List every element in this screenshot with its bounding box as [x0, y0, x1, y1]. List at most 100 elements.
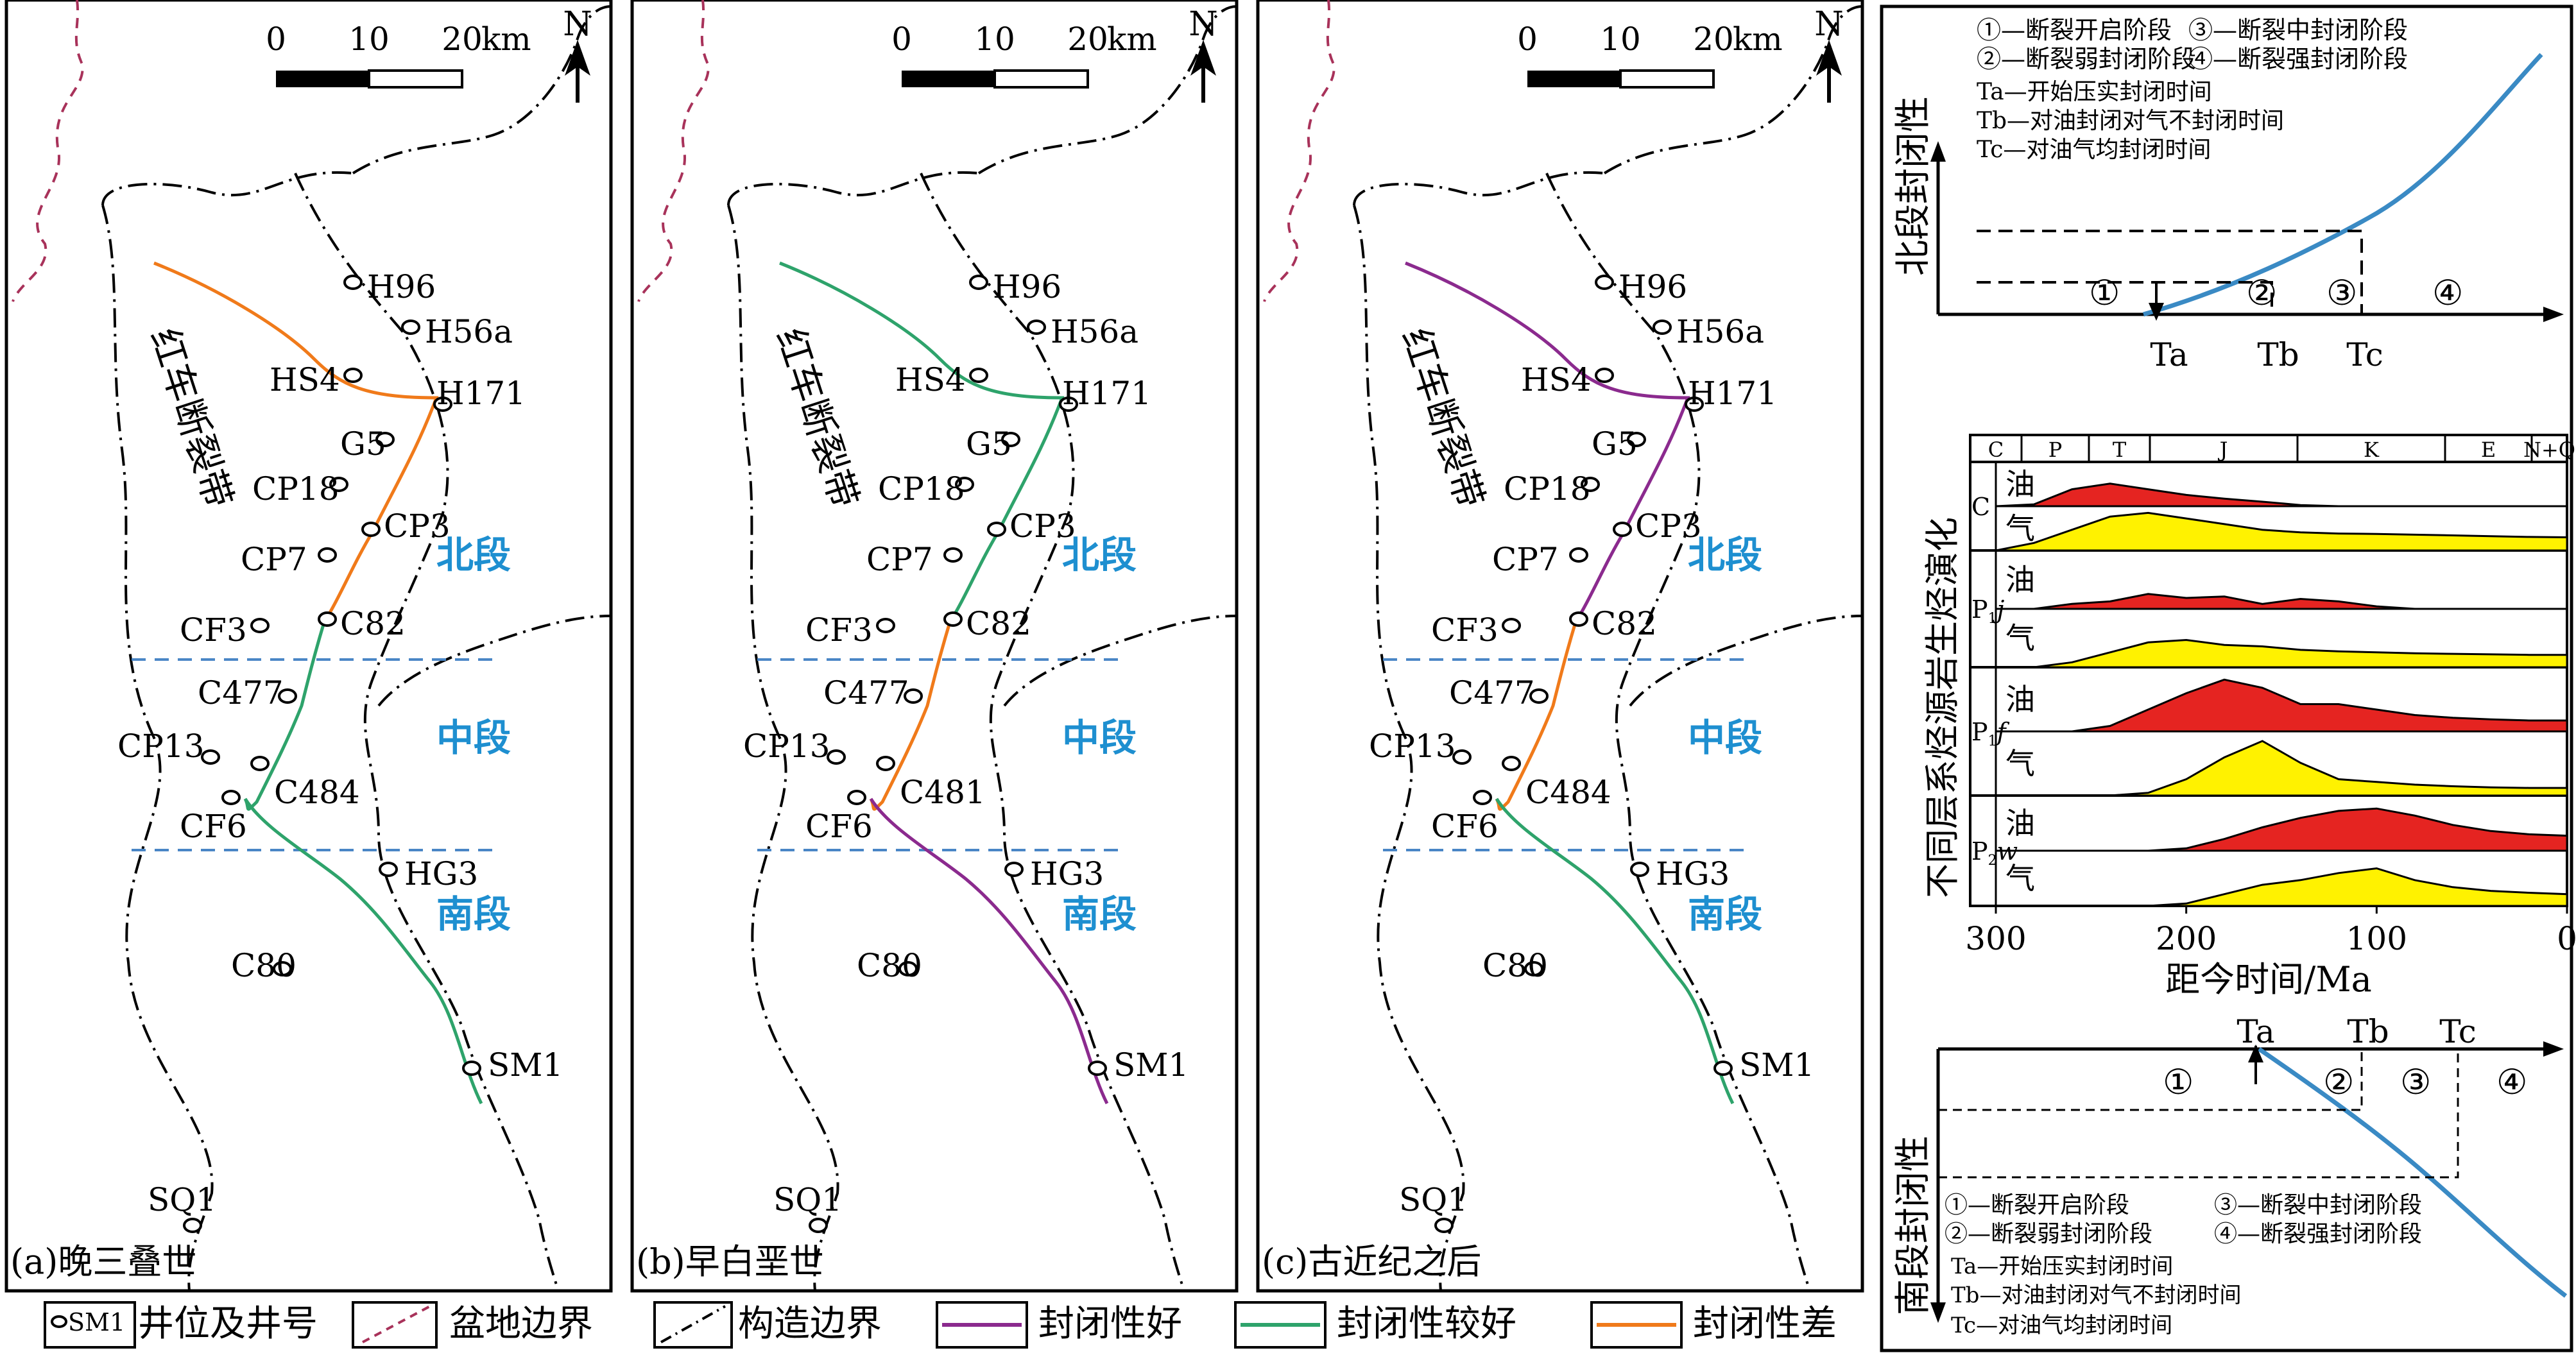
legend-structure-box	[653, 1301, 733, 1349]
gas-label: 气	[2005, 621, 2035, 656]
oil-label: 油	[2005, 563, 2035, 597]
well-marker	[433, 396, 452, 412]
well-marker	[943, 611, 963, 627]
south-seal-curve	[2258, 1047, 2568, 1298]
well-label: C82	[966, 605, 1031, 642]
map-base	[1258, 0, 1862, 1291]
well-label: C484	[274, 774, 360, 811]
fault-zone-label: 红车断裂带	[768, 323, 867, 513]
oil-label: 油	[2005, 467, 2035, 502]
well-marker	[1059, 396, 1078, 412]
well-label: C80	[1482, 947, 1548, 984]
gas-area	[1996, 638, 2568, 669]
well-label: CF3	[805, 611, 873, 649]
note: Ta—开始压实封闭时间	[1977, 79, 2212, 105]
legend-structure-label: 构造边界	[738, 1303, 882, 1345]
well-label: C477	[198, 674, 284, 712]
well-marker	[1595, 368, 1614, 383]
south-seal-chart: ① ② ③ ④ Ta Tb Tc 南段封闭性 ①—断裂开启阶段 ③—断裂中封闭阶段 ②—断裂弱封闭阶…	[1893, 1013, 2568, 1338]
oil-area	[1995, 482, 2567, 507]
well-marker	[318, 547, 337, 563]
scale-unit: km	[481, 21, 531, 58]
well-label: CF3	[1431, 611, 1498, 649]
well-marker	[1627, 432, 1646, 447]
gas-area	[1996, 740, 2568, 797]
fault-line	[153, 261, 483, 1105]
well-marker	[969, 368, 988, 383]
well-marker	[987, 522, 1006, 537]
well-marker	[1630, 862, 1649, 877]
legend-poor-box	[1590, 1301, 1683, 1349]
well-label: CP3	[384, 507, 451, 545]
stage-marker: ②	[2323, 1062, 2354, 1102]
stage-marker: ①	[2163, 1062, 2194, 1102]
well-marker	[898, 961, 918, 976]
well-label: CP7	[241, 541, 307, 578]
scale-tick: 10	[974, 21, 1015, 58]
well-label: C80	[231, 947, 296, 984]
note: Tc—对油气均封闭时间	[1977, 137, 2211, 163]
well-label: CP13	[743, 728, 830, 765]
period-label: J	[2218, 438, 2228, 462]
fault-line	[779, 261, 1109, 1105]
well-label: G5	[1592, 425, 1638, 463]
arrow-icon	[1930, 1302, 1946, 1323]
source-rock-chart: CPTJKEN+QC油气P1j油气P1f油气P2w油气不同层系烃源岩生烃演化30…	[1922, 434, 2576, 1000]
well-label: SM1	[1113, 1046, 1189, 1084]
scale-tick: 10	[1600, 21, 1641, 58]
dashed-ref-line	[1977, 230, 2363, 314]
well-marker	[1088, 1061, 1107, 1076]
map-base	[6, 0, 611, 1291]
legend: SM1 井位及井号 盆地边界 构造边界 封闭性好 封闭性较好 封闭性差	[44, 1301, 1837, 1349]
layer-label: P1f	[1971, 718, 2010, 749]
well-label: C484	[1525, 774, 1611, 811]
fault-zone-label: 红车断裂带	[142, 323, 241, 513]
well-label: CF6	[1431, 808, 1498, 845]
fault-segment-middle	[243, 622, 326, 811]
fault-segment-north	[1405, 261, 1690, 624]
well-label: SM1	[488, 1046, 563, 1084]
note: ④—断裂强封闭阶段	[2188, 45, 2408, 73]
period-label: N+Q	[2523, 438, 2575, 462]
legend-fair-label: 封闭性较好	[1337, 1303, 1516, 1345]
well-label: CP3	[1635, 507, 1702, 545]
legend-basin-label: 盆地边界	[449, 1303, 593, 1345]
well-label: CP13	[117, 728, 205, 765]
note: ①—断裂开启阶段	[1977, 16, 2172, 44]
well-marker	[876, 756, 895, 771]
well-marker	[1434, 1218, 1454, 1233]
well-marker	[221, 790, 241, 805]
period-label: K	[2364, 438, 2380, 462]
well-label: C481	[900, 774, 986, 811]
well-label: H56a	[1676, 313, 1764, 350]
well-label: SM1	[1739, 1046, 1814, 1084]
note: Ta—开始压实封闭时间	[1951, 1254, 2173, 1279]
layer-label: C	[1971, 493, 1990, 521]
arrow-icon	[2149, 303, 2164, 321]
well-label: CF6	[805, 808, 873, 845]
well-marker	[1452, 749, 1472, 765]
well-label: HS4	[270, 361, 340, 398]
time-label: Tc	[2439, 1013, 2476, 1050]
note: ②—断裂弱封闭阶段	[1977, 45, 2196, 73]
well-marker	[1569, 547, 1588, 563]
note: ③—断裂中封闭阶段	[2214, 1192, 2422, 1218]
well-marker	[343, 275, 363, 290]
x-tick-label: 300	[1965, 920, 2026, 957]
well-label: G5	[966, 425, 1012, 463]
north-ylabel: 北段封闭性	[1893, 96, 1934, 276]
segment-label: 中段	[1688, 716, 1762, 760]
fault-zone-label: 红车断裂带	[1394, 323, 1493, 513]
well-marker	[250, 618, 270, 633]
legend-well-label: 井位及井号	[138, 1303, 318, 1345]
segment-label: 南段	[1062, 892, 1137, 936]
well-label: H56a	[1051, 313, 1138, 350]
scale-tick: 10	[348, 21, 390, 58]
oil-area	[1996, 593, 2567, 610]
well-marker	[183, 1218, 202, 1233]
legend-well-symbol	[51, 1315, 67, 1328]
well-label: H171	[436, 375, 526, 412]
well-marker	[1653, 320, 1672, 335]
oil-area	[1996, 678, 2568, 733]
